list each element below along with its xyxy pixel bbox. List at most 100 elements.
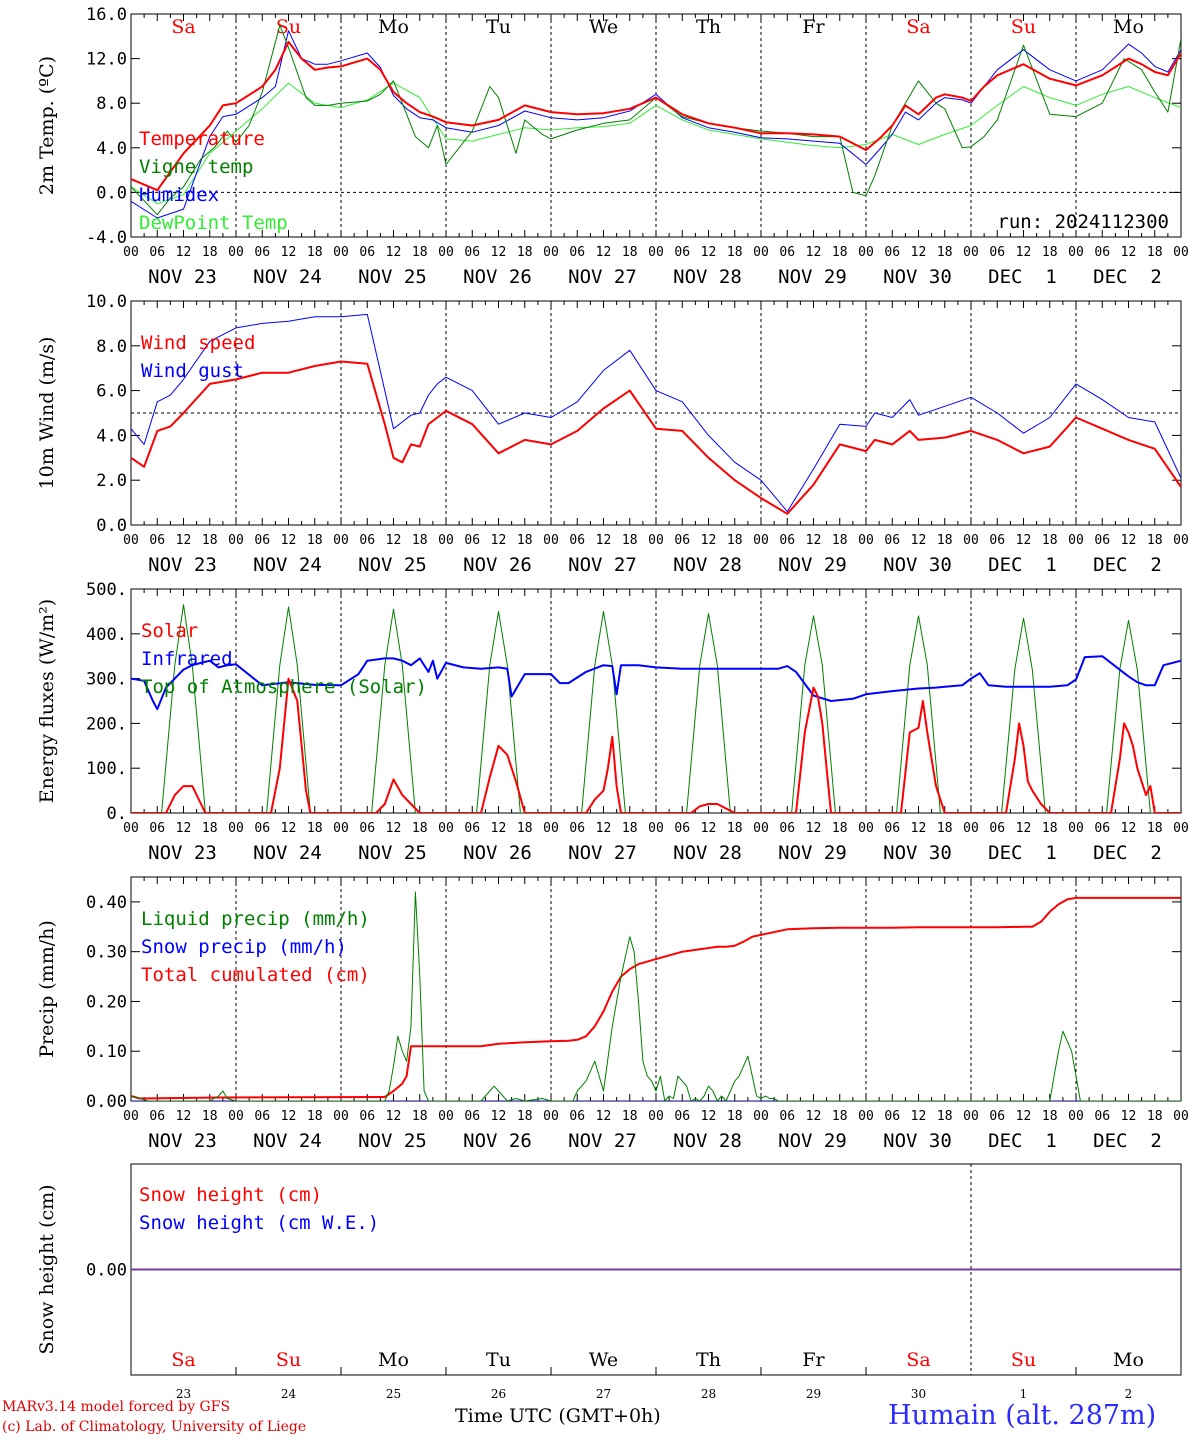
hour-tick-label: 00 (858, 245, 874, 260)
hour-tick-label: 06 (989, 245, 1005, 260)
hour-tick-label: 12 (491, 533, 507, 548)
y-axis-label: Precip (mm/h) (36, 920, 58, 1058)
hour-tick-label: 06 (569, 245, 585, 260)
hour-tick-label: 18 (202, 533, 218, 548)
hour-tick-label: 18 (307, 821, 323, 836)
hour-tick-label: 18 (412, 1109, 428, 1124)
hour-tick-label: 06 (464, 245, 480, 260)
hour-tick-label: 00 (438, 533, 454, 548)
hour-tick-label: 12 (1121, 533, 1137, 548)
hour-tick-label: 00 (123, 245, 139, 260)
hour-tick-label: 18 (727, 1109, 743, 1124)
series-line-vigne-temp (131, 24, 1181, 216)
y-tick-label: 6.0 (96, 382, 127, 402)
hour-tick-label: 12 (176, 245, 192, 260)
hour-tick-label: 00 (648, 821, 664, 836)
date-label: NOV 23 (148, 554, 217, 576)
legend-entry: Snow height (cm) (139, 1184, 322, 1206)
date-label: NOV 25 (358, 554, 427, 576)
day-number-label: 29 (806, 1387, 821, 1401)
hour-tick-label: 06 (569, 821, 585, 836)
hour-tick-label: 06 (464, 533, 480, 548)
hour-tick-label: 18 (937, 1109, 953, 1124)
legend-entry: Solar (141, 620, 198, 642)
hour-tick-label: 00 (1068, 245, 1084, 260)
hour-tick-label: 00 (333, 533, 349, 548)
date-label: DEC 1 (988, 1130, 1057, 1152)
hour-tick-label: 00 (228, 245, 244, 260)
day-name-label: Mo (378, 1349, 409, 1371)
date-label: DEC 2 (1093, 554, 1162, 576)
hour-tick-label: 12 (176, 1109, 192, 1124)
hour-tick-label: 06 (779, 821, 795, 836)
lab-credit: (c) Lab. of Climatology, University of L… (2, 1419, 307, 1435)
hour-tick-label: 00 (858, 533, 874, 548)
y-axis-label: 2m Temp. (ºC) (36, 56, 58, 195)
hour-tick-label: 00 (1173, 533, 1189, 548)
hour-tick-label: 18 (412, 245, 428, 260)
date-label: DEC 2 (1093, 1130, 1162, 1152)
y-tick-label: 0. (107, 804, 127, 824)
hour-tick-label: 06 (254, 1109, 270, 1124)
hour-tick-label: 18 (202, 1109, 218, 1124)
hour-tick-label: 00 (1068, 821, 1084, 836)
hour-tick-label: 00 (123, 533, 139, 548)
legend-entry: Snow height (cm W.E.) (139, 1212, 379, 1234)
hour-tick-label: 00 (543, 1109, 559, 1124)
date-label: NOV 30 (883, 266, 952, 288)
hour-tick-label: 06 (989, 1109, 1005, 1124)
hour-tick-label: 06 (254, 245, 270, 260)
hour-tick-label: 00 (228, 1109, 244, 1124)
date-label: NOV 30 (883, 554, 952, 576)
legend-entry: Liquid precip (mm/h) (141, 908, 370, 930)
hour-tick-label: 06 (674, 1109, 690, 1124)
day-name-label: Tu (486, 1349, 511, 1371)
hour-tick-label: 18 (832, 533, 848, 548)
date-label: NOV 29 (778, 1130, 847, 1152)
hour-tick-label: 18 (622, 1109, 638, 1124)
hour-tick-label: 18 (622, 533, 638, 548)
y-tick-label: 0.0 (96, 516, 127, 536)
hour-tick-label: 00 (1173, 821, 1189, 836)
hour-tick-label: 12 (281, 533, 297, 548)
legend-entry: Vigne temp (139, 156, 253, 178)
hour-tick-label: 00 (1068, 1109, 1084, 1124)
hour-tick-label: 18 (307, 245, 323, 260)
hour-tick-label: 00 (123, 1109, 139, 1124)
hour-tick-label: 18 (1147, 245, 1163, 260)
hour-tick-label: 06 (1094, 821, 1110, 836)
series-line-temperature (131, 40, 1181, 192)
day-name-label: Tu (486, 16, 511, 38)
series-group (131, 604, 1181, 813)
y-tick-label: 8.0 (96, 94, 127, 114)
hour-tick-label: 00 (753, 245, 769, 260)
hour-tick-label: 12 (281, 821, 297, 836)
station-name: Humain (alt. 287m) (888, 1400, 1157, 1431)
hour-tick-label: 06 (884, 1109, 900, 1124)
date-label: NOV 30 (883, 842, 952, 864)
date-label: DEC 1 (988, 554, 1057, 576)
hour-tick-label: 12 (806, 533, 822, 548)
date-label: NOV 28 (673, 1130, 742, 1152)
legend-entry: DewPoint Temp (139, 212, 288, 234)
hour-tick-label: 12 (491, 821, 507, 836)
hour-tick-label: 00 (1173, 1109, 1189, 1124)
hour-tick-label: 12 (911, 533, 927, 548)
y-tick-label: 100. (86, 759, 127, 779)
hour-tick-label: 12 (176, 821, 192, 836)
y-tick-label: 0.00 (86, 1261, 127, 1281)
date-label: NOV 24 (253, 842, 322, 864)
hour-tick-label: 12 (806, 1109, 822, 1124)
hour-tick-label: 12 (701, 1109, 717, 1124)
day-name-label: Sa (171, 16, 195, 38)
hour-tick-label: 12 (1016, 1109, 1032, 1124)
hour-tick-label: 00 (333, 245, 349, 260)
hour-tick-label: 12 (911, 245, 927, 260)
hour-tick-label: 00 (648, 533, 664, 548)
series-group (131, 891, 1181, 1101)
hour-tick-label: 00 (753, 821, 769, 836)
date-label: NOV 29 (778, 842, 847, 864)
hour-tick-label: 18 (832, 821, 848, 836)
hour-tick-label: 00 (123, 821, 139, 836)
y-tick-label: 4.0 (96, 426, 127, 446)
